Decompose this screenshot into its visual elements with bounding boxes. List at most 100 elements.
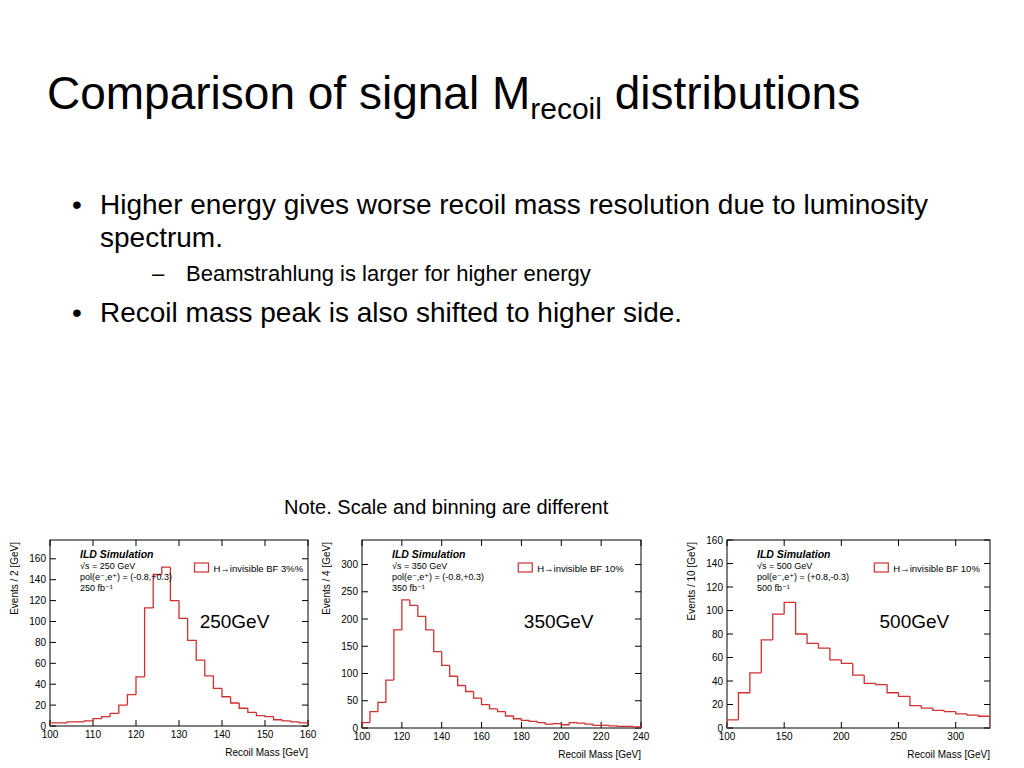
- y-tick: [635, 564, 641, 565]
- y-tick: [727, 704, 733, 705]
- y-tick: [50, 642, 56, 643]
- histogram-bin: [119, 705, 128, 713]
- y-tick: [302, 621, 308, 622]
- y-tick: [302, 558, 308, 559]
- annotation: √s = 500 GeV: [757, 561, 812, 571]
- histogram-bin: [593, 724, 601, 725]
- histogram-bin: [299, 722, 308, 726]
- x-tick-label: 240: [633, 731, 650, 742]
- y-tick: [635, 646, 641, 647]
- histogram-bin: [818, 643, 829, 648]
- x-tick: [784, 722, 785, 728]
- x-tick-label: 140: [214, 729, 231, 740]
- annotation: ILD Simulation: [757, 548, 831, 560]
- x-tick: [362, 540, 363, 546]
- legend-label: H→invisible BF 10%: [893, 563, 980, 574]
- bullet: Recoil mass peak is also shifted to high…: [62, 296, 942, 329]
- histogram-bin: [521, 719, 529, 721]
- histogram-bin: [239, 703, 248, 708]
- y-tick-label: 140: [706, 558, 723, 569]
- y-tick: [984, 540, 990, 541]
- histogram-bin: [442, 652, 450, 666]
- energy-label: 250GeV: [200, 611, 270, 632]
- y-tick: [50, 726, 56, 727]
- histogram-bin: [196, 640, 205, 660]
- x-tick: [727, 540, 728, 546]
- y-tick: [727, 563, 733, 564]
- x-tick: [641, 540, 642, 546]
- y-tick: [50, 579, 56, 580]
- histogram-bin: [490, 705, 498, 709]
- histogram-bin: [537, 721, 545, 722]
- histogram-bin: [378, 702, 386, 711]
- histogram-bin: [426, 616, 434, 630]
- histogram-bin: [434, 630, 442, 652]
- slide-title: Comparison of signal Mrecoil distributio…: [47, 66, 860, 126]
- histogram-bin: [231, 697, 240, 703]
- title-subscript: recoil: [530, 92, 602, 125]
- x-tick: [401, 722, 402, 728]
- histogram-bin: [910, 696, 921, 705]
- y-tick: [50, 684, 56, 685]
- data-group: [362, 600, 641, 728]
- x-tick-label: 120: [128, 729, 145, 740]
- histogram-bin: [84, 721, 93, 722]
- y-tick: [635, 591, 641, 592]
- legend-swatch: [194, 563, 208, 572]
- histogram-bin: [282, 720, 291, 721]
- y-tick-label: 120: [29, 595, 46, 606]
- histogram-bin: [887, 685, 898, 693]
- y-tick-label: 250: [341, 586, 358, 597]
- bullet: Higher energy gives worse recoil mass re…: [62, 188, 942, 288]
- legend-label: H→invisible BF 10%: [537, 563, 624, 574]
- histogram-bin: [67, 722, 76, 723]
- charts: 1001101201301401501600204060801001201401…: [0, 0, 1024, 768]
- x-axis-label: Recoil Mass [GeV]: [558, 749, 641, 760]
- y-tick-label: 60: [712, 652, 724, 663]
- x-tick-label: 110: [85, 729, 101, 740]
- histogram-bin: [386, 680, 394, 702]
- x-tick: [955, 722, 956, 728]
- x-tick: [601, 540, 602, 546]
- histogram-bin: [545, 723, 553, 725]
- histogram-bin: [577, 722, 585, 724]
- histogram-bin: [394, 630, 402, 680]
- histogram-bin: [402, 600, 410, 630]
- y-tick: [984, 704, 990, 705]
- histogram-bin: [110, 713, 119, 716]
- histogram-bin: [59, 722, 68, 723]
- histogram-bin: [145, 608, 154, 677]
- histogram-bin: [127, 695, 136, 705]
- x-tick-label: 200: [833, 731, 850, 742]
- x-tick: [222, 720, 223, 726]
- y-tick-label: 120: [706, 582, 723, 593]
- histogram-bin: [76, 721, 85, 722]
- y-tick: [727, 634, 733, 635]
- x-tick: [265, 540, 266, 546]
- bullet-text: Recoil mass peak is also shifted to high…: [100, 297, 682, 328]
- histogram-bin: [362, 723, 370, 728]
- histogram-bin: [450, 665, 458, 676]
- y-tick: [302, 705, 308, 706]
- note: Note. Scale and binning are different: [284, 496, 608, 519]
- histogram-bin: [956, 712, 967, 714]
- y-tick: [50, 600, 56, 601]
- histogram-bin: [291, 721, 300, 722]
- histogram-bin: [213, 676, 222, 689]
- histogram-bin: [370, 712, 378, 723]
- histogram-bin: [498, 709, 506, 712]
- x-tick-label: 120: [394, 731, 411, 742]
- x-tick-label: 130: [171, 729, 188, 740]
- x-tick: [521, 540, 522, 546]
- title-text: distributions: [602, 67, 860, 119]
- histogram-bin: [738, 693, 749, 720]
- histogram-bin: [505, 712, 513, 716]
- energy-label: 500GeV: [880, 611, 950, 632]
- y-tick: [362, 673, 368, 674]
- y-tick: [362, 646, 368, 647]
- x-tick-label: 200: [553, 731, 570, 742]
- histogram-bin: [222, 688, 231, 696]
- y-tick-label: 160: [29, 553, 46, 564]
- annotation: √s = 250 GeV: [80, 561, 135, 571]
- histogram-bin: [841, 660, 852, 664]
